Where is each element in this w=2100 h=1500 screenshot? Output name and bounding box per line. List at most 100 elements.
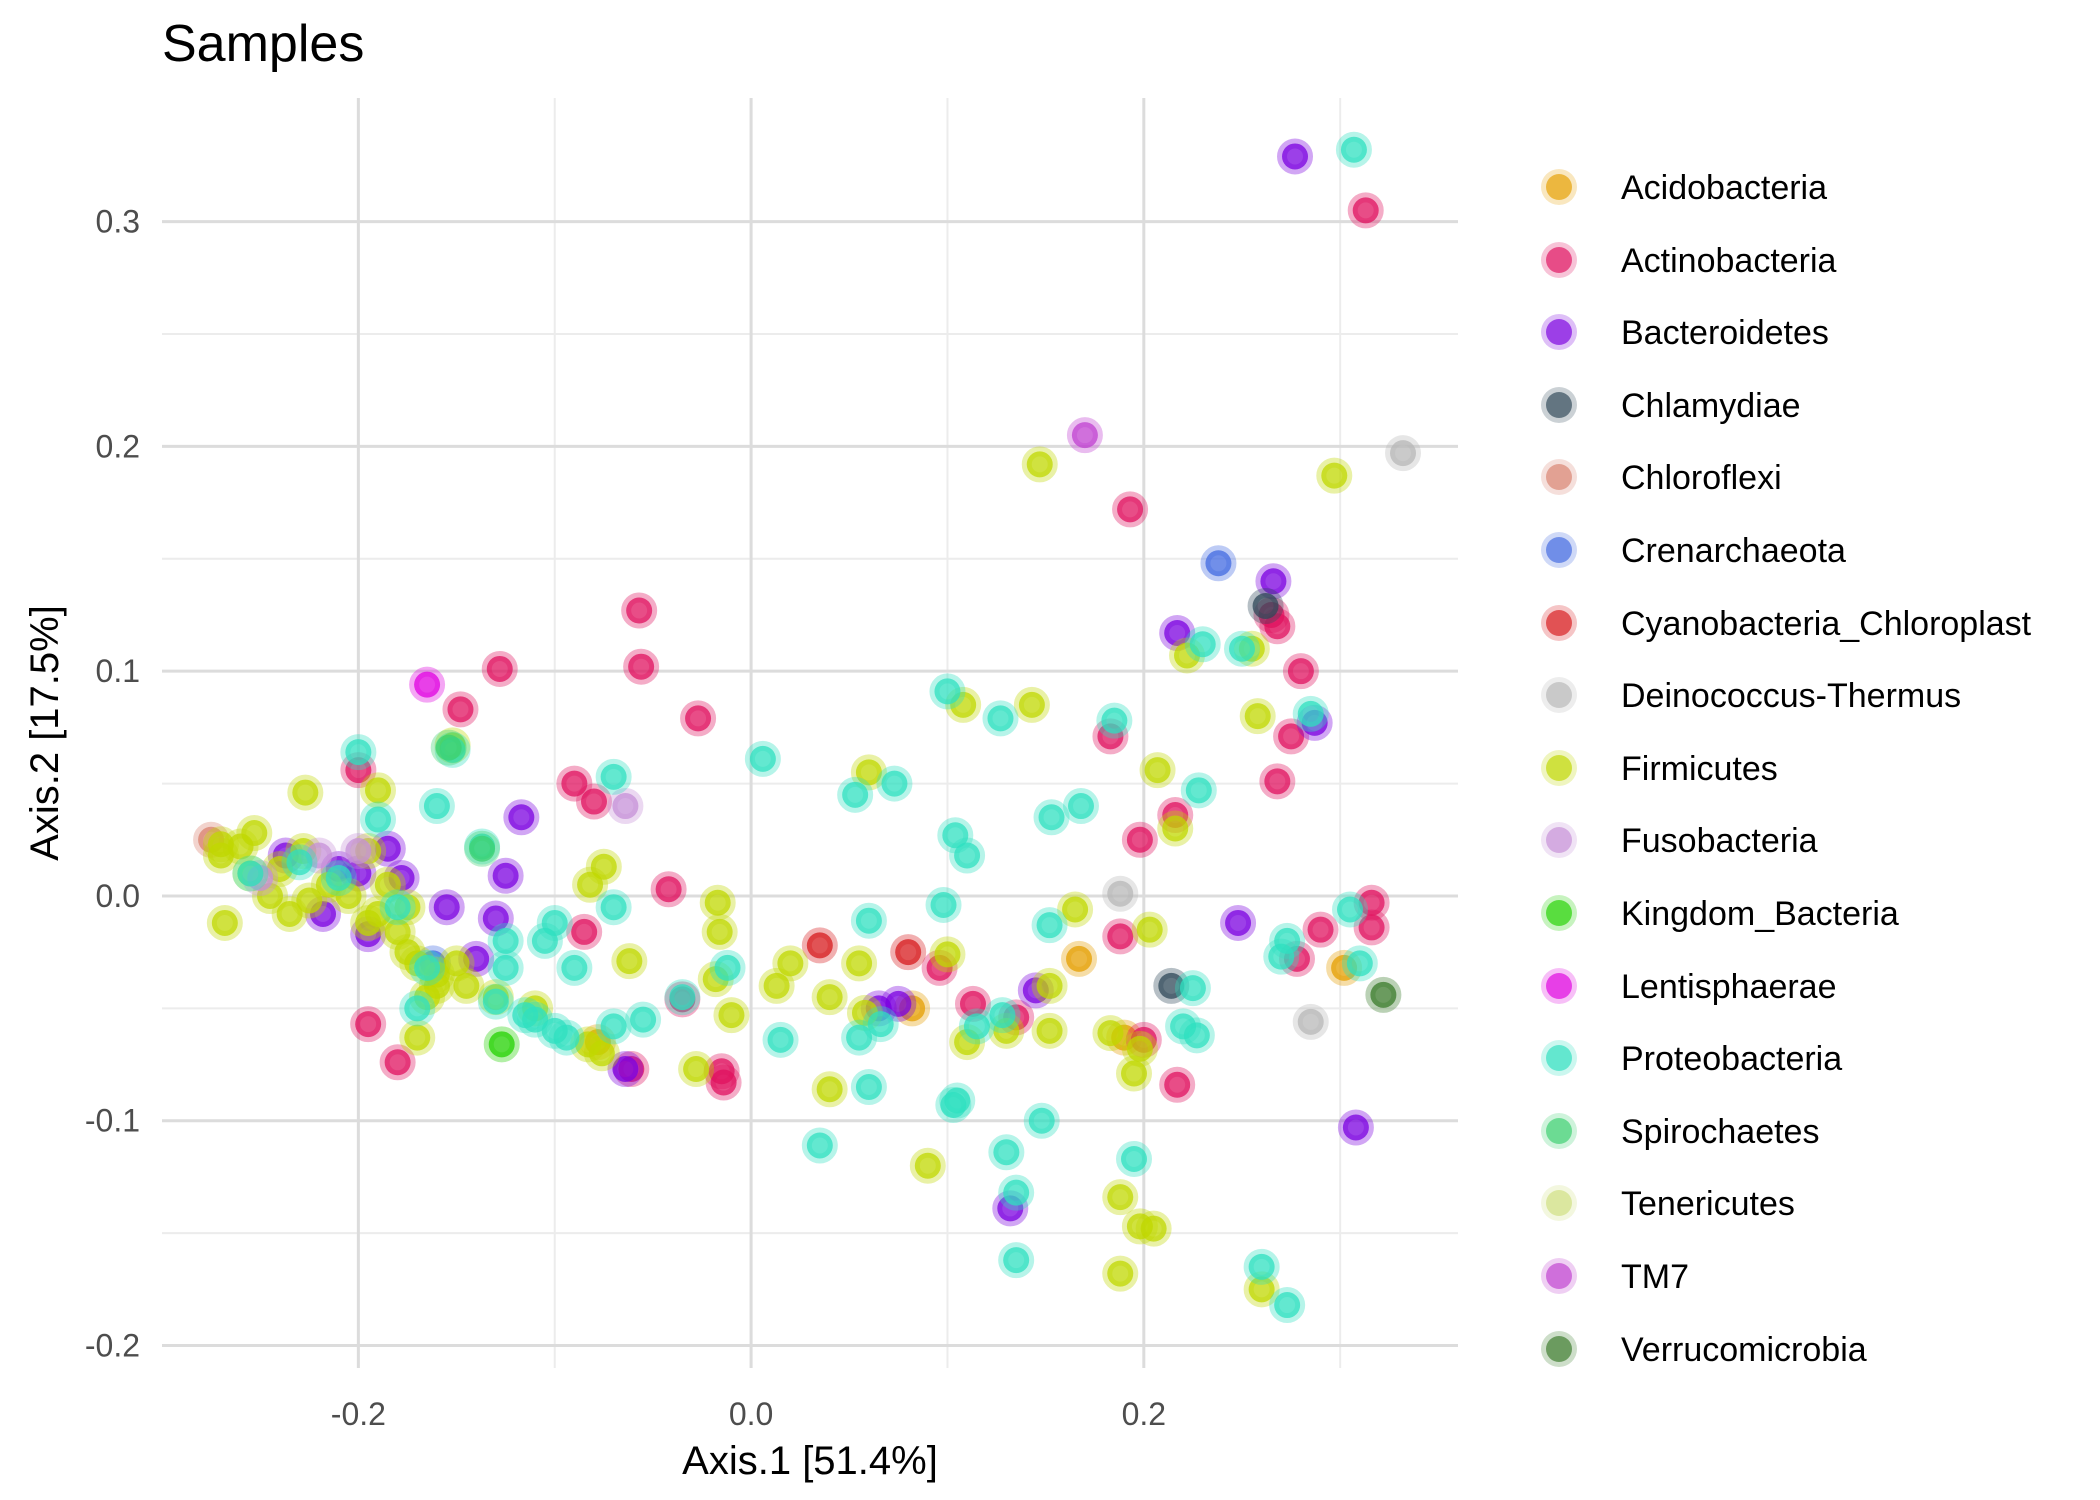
data-point <box>1135 1210 1172 1247</box>
data-point <box>1116 1055 1152 1092</box>
legend-swatch <box>1546 1117 1572 1144</box>
data-point <box>483 1026 520 1063</box>
data-point <box>487 857 524 894</box>
data-point <box>595 758 632 795</box>
data-point <box>1332 891 1368 928</box>
legend-swatch <box>1546 1045 1572 1072</box>
legend-swatch <box>1546 682 1572 709</box>
legend-swatch <box>1546 827 1572 854</box>
data-point <box>1096 702 1133 739</box>
data-point <box>607 1051 644 1088</box>
data-point <box>611 943 648 980</box>
data-point <box>625 1001 662 1038</box>
legend-label: Crenarchaeota <box>1621 531 1846 570</box>
legend-label: Chlamydiae <box>1621 386 1801 425</box>
data-point <box>713 997 750 1034</box>
data-point <box>949 837 986 874</box>
data-point <box>1335 131 1372 168</box>
legend-swatch <box>1546 319 1572 346</box>
data-point <box>428 889 465 926</box>
legend-label: Deinococcus-Thermus <box>1621 677 1962 716</box>
legend-swatch <box>1546 1190 1572 1217</box>
data-point <box>536 1012 573 1049</box>
data-point <box>1353 909 1390 946</box>
legend-swatch <box>1546 899 1572 926</box>
data-point <box>232 855 269 892</box>
data-point <box>438 945 475 982</box>
legend-label: Verrucomicrobia <box>1621 1330 1867 1369</box>
data-point <box>1031 1012 1068 1049</box>
data-point <box>607 788 644 825</box>
data-point <box>1116 1140 1152 1177</box>
data-point <box>1139 752 1176 789</box>
data-point <box>350 1006 387 1043</box>
data-point <box>409 949 446 986</box>
data-point <box>1102 1255 1139 1292</box>
data-point <box>206 904 243 941</box>
data-point <box>1023 1102 1060 1139</box>
data-point <box>925 886 962 923</box>
data-point <box>271 895 308 932</box>
y-tick-label: 0.3 <box>96 204 140 240</box>
data-point <box>360 772 396 809</box>
data-point <box>526 922 563 959</box>
data-point <box>576 783 612 820</box>
data-point <box>556 949 593 986</box>
data-point <box>448 967 485 1004</box>
data-point <box>1102 918 1139 955</box>
data-point <box>477 983 514 1020</box>
data-point <box>1121 821 1158 858</box>
data-point <box>850 1069 887 1106</box>
data-point <box>287 774 324 811</box>
data-point <box>442 691 479 728</box>
data-point <box>1033 799 1070 836</box>
data-point <box>399 1019 436 1056</box>
data-point <box>477 900 514 937</box>
data-point <box>236 815 273 852</box>
data-point <box>1180 772 1217 809</box>
data-point <box>1247 588 1284 624</box>
legend-swatch <box>1546 1335 1572 1362</box>
legend-swatch <box>1546 1262 1572 1289</box>
data-point <box>929 936 966 973</box>
data-point <box>1062 788 1099 825</box>
data-point <box>399 990 436 1027</box>
data-point <box>369 866 406 903</box>
legend-label: Spirochaetes <box>1621 1112 1820 1151</box>
data-point <box>320 859 357 896</box>
legend-label: Fusobacteria <box>1621 822 1818 861</box>
legend-label: Tenericutes <box>1621 1185 1795 1224</box>
data-point <box>1102 1179 1139 1216</box>
data-point <box>595 889 632 926</box>
y-tick-label: 0.0 <box>96 878 140 914</box>
data-point <box>1092 1015 1129 1052</box>
data-point <box>623 648 660 685</box>
data-point <box>909 1147 946 1184</box>
x-tick-label: 0.0 <box>729 1396 773 1432</box>
data-point <box>958 1008 995 1045</box>
legend-label: Firmicutes <box>1621 749 1778 788</box>
data-point <box>566 913 603 950</box>
data-point <box>1365 976 1402 1013</box>
data-point <box>487 949 524 986</box>
data-point <box>1031 907 1068 944</box>
data-point <box>850 754 887 791</box>
scatter-plot: -0.2 0.0 0.2 -0.2 -0.1 0.0 0.1 0.2 0.3 Axis.1 [5… <box>23 98 1458 1483</box>
plot-panel <box>162 98 1458 1368</box>
data-point <box>1220 904 1257 941</box>
data-point <box>988 1134 1025 1171</box>
data-point <box>772 945 809 982</box>
data-point <box>340 734 377 771</box>
y-tick-label: -0.2 <box>85 1328 140 1364</box>
legend-label: Cyanobacteria_Chloroplast <box>1621 604 2032 643</box>
y-tick-label: -0.1 <box>85 1103 140 1139</box>
data-point <box>1224 630 1260 667</box>
data-point <box>1184 626 1221 663</box>
y-axis-label: Axis.2 [17.5%] <box>23 605 67 861</box>
data-point <box>937 817 974 854</box>
data-point <box>464 830 501 867</box>
y-tick-label: 0.1 <box>96 653 140 689</box>
data-point <box>801 927 838 964</box>
data-point <box>1259 763 1296 800</box>
axis-tick-labels: -0.2 0.0 0.2 -0.2 -0.1 0.0 0.1 0.2 0.3 <box>85 204 1166 1432</box>
